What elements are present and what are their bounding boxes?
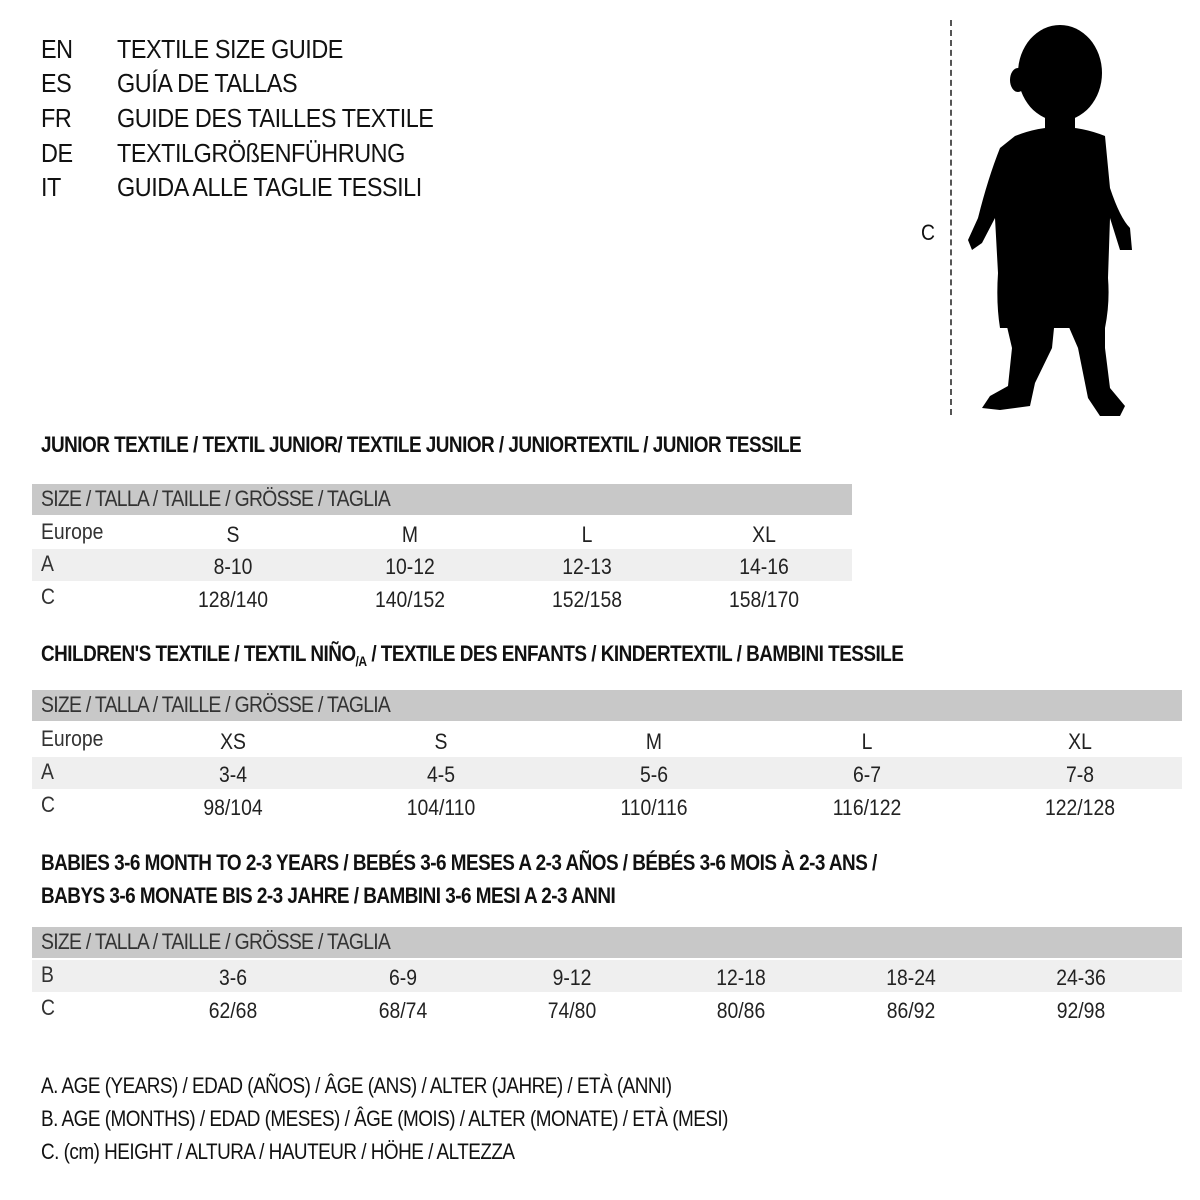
table-header-label: SIZE / TALLA / TAILLE / GRÖSSE / TAGLIA: [41, 486, 391, 511]
table-header-label: SIZE / TALLA / TAILLE / GRÖSSE / TAGLIA: [41, 692, 391, 717]
title-es: GUÍA DE TALLAS: [117, 68, 298, 98]
table-cell: M: [401, 522, 419, 547]
measure-line: [950, 20, 952, 415]
section-title-junior: JUNIOR TEXTILE / TEXTIL JUNIOR/ TEXTILE …: [41, 432, 802, 457]
lang-code-es: ES: [41, 68, 72, 98]
table-row: Europe XS S M L XL: [32, 724, 1182, 756]
table-cell: XS: [220, 729, 246, 754]
title-part: CHILDREN'S TEXTILE / TEXTIL NIÑO: [41, 641, 356, 666]
lang-code-it: IT: [41, 172, 61, 202]
table-cell: 74/80: [547, 998, 597, 1023]
table-cell: 6-9: [389, 965, 417, 990]
row-label: C: [41, 584, 55, 609]
section-title-babies-line2: BABYS 3-6 MONATE BIS 2-3 JAHRE / BAMBINI…: [41, 883, 616, 908]
table-cell: 80/86: [716, 998, 766, 1023]
table-cell: 12-13: [562, 554, 612, 579]
table-cell: S: [434, 729, 448, 754]
table-cell: 116/122: [832, 795, 902, 820]
table-cell: 5-6: [640, 762, 668, 787]
title-fr: GUIDE DES TAILLES TEXTILE: [117, 103, 434, 133]
row-label: Europe: [41, 519, 104, 544]
table-cell: 98/104: [203, 795, 263, 820]
title-de: TEXTILGRÖßENFÜHRUNG: [117, 138, 405, 168]
title-it: GUIDA ALLE TAGLIE TESSILI: [117, 172, 422, 202]
table-cell: 4-5: [427, 762, 455, 787]
table-header-bar: SIZE / TALLA / TAILLE / GRÖSSE / TAGLIA: [32, 484, 852, 515]
measure-label: C: [921, 220, 935, 245]
table-header-label: SIZE / TALLA / TAILLE / GRÖSSE / TAGLIA: [41, 929, 391, 954]
lang-code-en: EN: [41, 34, 73, 64]
table-row: A 8-10 10-12 12-13 14-16: [32, 549, 852, 581]
row-label: C: [41, 792, 55, 817]
table-row: C 98/104 104/110 110/116 116/122 122/128: [32, 790, 1182, 822]
table-cell: 9-12: [552, 965, 592, 990]
table-cell: 152/158: [552, 587, 622, 612]
table-header-bar: SIZE / TALLA / TAILLE / GRÖSSE / TAGLIA: [32, 927, 1182, 958]
legend-a: A. AGE (YEARS) / EDAD (AÑOS) / ÂGE (ANS)…: [41, 1073, 672, 1098]
table-cell: XL: [752, 522, 776, 547]
table-cell: 86/92: [886, 998, 936, 1023]
table-cell: 140/152: [375, 587, 445, 612]
table-cell: 122/128: [1045, 795, 1115, 820]
table-cell: 3-6: [219, 965, 247, 990]
table-cell: 7-8: [1066, 762, 1094, 787]
table-header-bar: SIZE / TALLA / TAILLE / GRÖSSE / TAGLIA: [32, 690, 1182, 721]
legend-b: B. AGE (MONTHS) / EDAD (MESES) / ÂGE (MO…: [41, 1106, 728, 1131]
table-cell: 8-10: [213, 554, 253, 579]
table-cell: 24-36: [1056, 965, 1106, 990]
table-cell: 14-16: [739, 554, 789, 579]
section-title-babies-line1: BABIES 3-6 MONTH TO 2-3 YEARS / BEBÉS 3-…: [41, 850, 877, 875]
section-title-children: CHILDREN'S TEXTILE / TEXTIL NIÑO/A / TEX…: [41, 641, 904, 669]
table-cell: L: [581, 522, 593, 547]
row-label: A: [41, 759, 54, 784]
table-cell: 10-12: [385, 554, 435, 579]
title-en: TEXTILE SIZE GUIDE: [117, 34, 343, 64]
table-cell: L: [861, 729, 873, 754]
row-label: A: [41, 551, 54, 576]
table-cell: 62/68: [208, 998, 258, 1023]
table-cell: 110/116: [620, 795, 688, 820]
table-cell: 18-24: [886, 965, 936, 990]
table-cell: S: [226, 522, 240, 547]
table-row: B 3-6 6-9 9-12 12-18 18-24 24-36: [32, 960, 1182, 992]
table-row: Europe S M L XL: [32, 517, 852, 549]
table-cell: 3-4: [219, 762, 247, 787]
table-cell: 128/140: [198, 587, 268, 612]
table-cell: 104/110: [406, 795, 476, 820]
table-cell: 6-7: [853, 762, 881, 787]
legend-c: C. (cm) HEIGHT / ALTURA / HAUTEUR / HÖHE…: [41, 1139, 515, 1164]
title-part: / TEXTILE DES ENFANTS / KINDERTEXTIL / B…: [366, 641, 904, 666]
table-cell: M: [645, 729, 663, 754]
table-row: A 3-4 4-5 5-6 6-7 7-8: [32, 757, 1182, 789]
lang-code-fr: FR: [41, 103, 72, 133]
row-label: B: [41, 962, 54, 987]
lang-code-de: DE: [41, 138, 73, 168]
table-cell: 68/74: [378, 998, 428, 1023]
title-subscript: /A: [355, 653, 368, 669]
table-row: C 128/140 140/152 152/158 158/170: [32, 582, 852, 614]
table-cell: 158/170: [729, 587, 799, 612]
table-cell: XL: [1068, 729, 1092, 754]
child-silhouette-icon: [968, 25, 1132, 416]
table-cell: 92/98: [1056, 998, 1106, 1023]
table-cell: 12-18: [716, 965, 766, 990]
row-label: C: [41, 995, 55, 1020]
table-row: C 62/68 68/74 74/80 80/86 86/92 92/98: [32, 993, 1182, 1025]
row-label: Europe: [41, 726, 104, 751]
